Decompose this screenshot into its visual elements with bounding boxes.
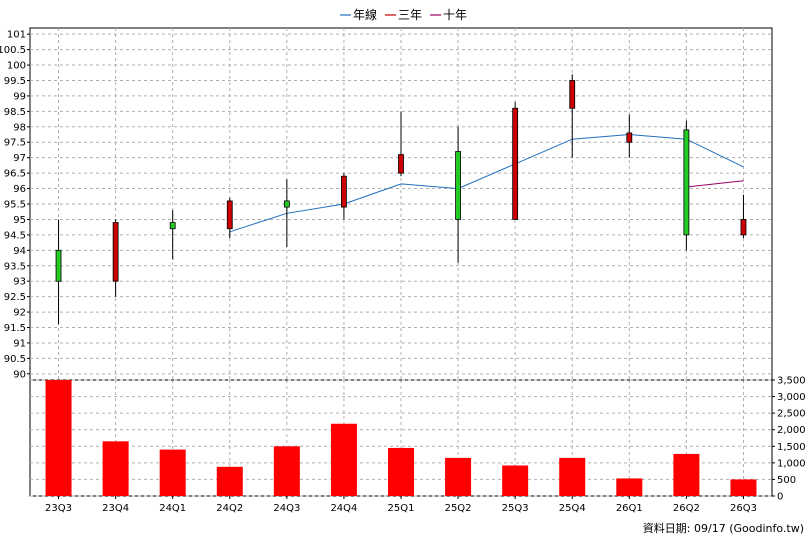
x-axis: 23Q3 23Q4 24Q1 24Q2 24Q3 24Q4 25Q1 25Q2 25Q3 25Q4…: [45, 496, 757, 514]
volume-bar: [273, 446, 300, 496]
volume-bar: [445, 457, 472, 496]
price-tick-label: 99.5: [4, 76, 26, 87]
price-tick-label: 95: [13, 215, 26, 226]
volume-bar: [730, 479, 757, 496]
candle-body: [683, 129, 690, 236]
series-line-2: [686, 180, 744, 188]
x-tick-label: 23Q4: [102, 503, 129, 514]
x-tick-label: 26Q2: [673, 503, 700, 514]
volume-tick-label: 1,500: [777, 442, 806, 453]
legend-label-annual: 年線: [353, 7, 377, 22]
candle-body: [283, 200, 290, 208]
price-tick-label: 90.5: [4, 354, 26, 365]
x-tick-label: 26Q1: [616, 503, 643, 514]
legend-item-ten-year: 十年: [430, 8, 467, 22]
candle-body: [569, 80, 576, 109]
legend-item-annual: 年線: [340, 7, 377, 22]
price-tick-label: 96.5: [4, 169, 26, 180]
volume-bar: [559, 457, 586, 496]
volume-tick-label: 3,500: [777, 376, 806, 387]
x-tick-label: 24Q2: [216, 503, 243, 514]
x-tick-label: 25Q1: [388, 503, 415, 514]
volume-bar: [102, 441, 129, 496]
price-tick-label: 92.5: [4, 292, 26, 303]
price-tick-label: 93.5: [4, 261, 26, 272]
volume-bar: [45, 380, 72, 496]
price-tick-label: 99: [13, 91, 26, 102]
price-tick-label: 91.5: [4, 323, 26, 334]
x-tick-label: 24Q4: [330, 503, 357, 514]
price-tick-label: 92: [13, 308, 26, 319]
price-tick-label: 98.5: [4, 107, 26, 118]
price-tick-label: 91: [13, 338, 26, 349]
volume-bar: [216, 466, 243, 496]
volume-tick-label: 0: [777, 492, 783, 503]
series-line-0: [229, 133, 744, 233]
candle-body: [112, 222, 119, 282]
price-tick-label: 94.5: [4, 230, 26, 241]
legend-label-ten-year: 十年: [443, 8, 467, 22]
x-tick-label: 24Q1: [159, 503, 186, 514]
price-tick-label: 93: [13, 277, 26, 288]
volume-bar: [330, 423, 357, 496]
legend-item-three-year: 三年: [385, 8, 422, 22]
price-tick-label: 100.5: [0, 45, 26, 56]
x-tick-label: 23Q3: [45, 503, 72, 514]
candle-body: [455, 151, 461, 220]
volume-bar: [673, 453, 700, 496]
volume-tick-label: 2,000: [777, 425, 806, 436]
volume-panel: 0 500 1,000 1,500 2,000 2,500 3,000 3,500: [29, 376, 806, 503]
volume-tick-label: 2,500: [777, 409, 806, 420]
price-tick-label: 101: [7, 30, 26, 41]
candle-body: [626, 132, 633, 143]
price-tick-label: 96: [13, 184, 26, 195]
candle-body: [512, 107, 519, 220]
volume-tick-label: 500: [777, 475, 796, 486]
candle-body: [55, 249, 62, 282]
volume-bar: [388, 447, 414, 496]
legend-label-three-year: 三年: [398, 8, 422, 22]
footer-date: 資料日期: 09/17 (Goodinfo.tw): [643, 521, 804, 535]
volume-bar: [616, 478, 643, 496]
volume-tick-label: 1,000: [777, 458, 806, 469]
price-tick-label: 98: [13, 122, 26, 133]
candle-body: [398, 154, 404, 174]
volume-bar: [502, 465, 529, 496]
candle-body: [169, 222, 176, 230]
volume-bar: [159, 449, 186, 496]
volume-tick-label: 3,000: [777, 392, 806, 403]
x-tick-label: 25Q2: [445, 503, 472, 514]
x-tick-label: 25Q3: [502, 503, 529, 514]
price-tick-label: 100: [7, 61, 26, 72]
price-panel: 90 90.5 91 91.5 92 92.5 93 93.5 94 94.5 95 95.5 96 96…: [0, 27, 773, 381]
x-tick-label: 24Q3: [273, 503, 300, 514]
price-tick-label: 97: [13, 153, 26, 164]
legend: 年線 三年 十年: [340, 7, 467, 22]
price-tick-label: 94: [13, 246, 26, 257]
candle-body: [226, 200, 233, 230]
price-tick-label: 95.5: [4, 200, 26, 211]
candle-body: [740, 219, 747, 236]
price-tick-label: 97.5: [4, 138, 26, 149]
candle-body: [341, 175, 347, 208]
x-tick-label: 25Q4: [559, 503, 586, 514]
price-tick-label: 90: [13, 369, 26, 380]
x-tick-label: 26Q3: [730, 503, 757, 514]
